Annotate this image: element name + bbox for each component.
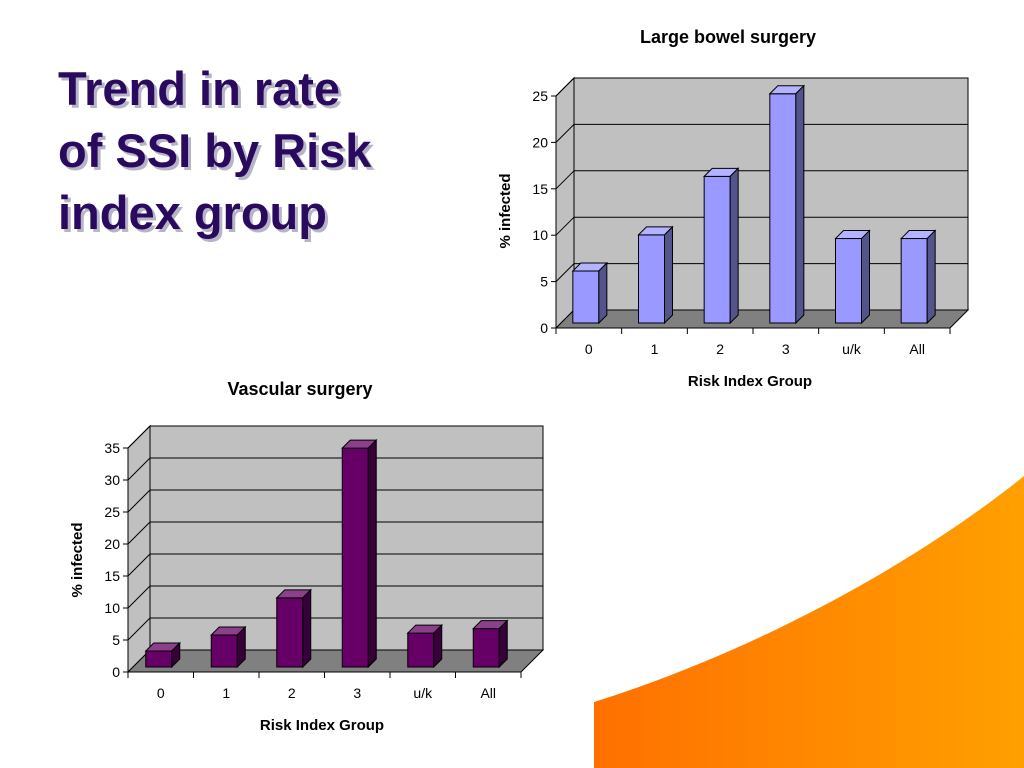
large-bowel-y-tick-label: 5 bbox=[540, 274, 548, 290]
vascular-y-tick-label: 25 bbox=[104, 504, 120, 520]
large-bowel-bar-front bbox=[572, 270, 600, 324]
large-bowel-bar-front bbox=[703, 175, 731, 324]
large-bowel-gridline-side bbox=[555, 77, 575, 97]
vascular-y-tick-label: 30 bbox=[104, 472, 120, 488]
vascular-title: Vascular surgery bbox=[227, 379, 372, 399]
vascular-x-tick-label: 1 bbox=[222, 685, 230, 701]
vascular-y-tick-label: 15 bbox=[104, 568, 120, 584]
large-bowel-gridline-side bbox=[555, 170, 575, 190]
large-bowel-bar bbox=[702, 167, 740, 325]
vascular-gridline-side bbox=[127, 553, 151, 577]
large-bowel-y-axis-label: % infected bbox=[497, 173, 514, 248]
vascular-gridline-side bbox=[127, 489, 151, 513]
large-bowel-gridline-side bbox=[555, 216, 575, 236]
large-bowel-title: Large bowel surgery bbox=[640, 27, 816, 47]
vascular-gridline-side bbox=[127, 617, 151, 641]
vascular-y-tick-label: 10 bbox=[104, 600, 120, 616]
large-bowel-y-tick-label: 15 bbox=[532, 181, 548, 197]
vascular-y-tick-label: 0 bbox=[112, 664, 120, 680]
slide-title-line-3: index group bbox=[58, 186, 327, 239]
slide-title: Trend in rate of SSI by Risk index group bbox=[58, 58, 458, 244]
large-bowel-bar-side bbox=[598, 261, 608, 325]
vascular-y-tick-label: 20 bbox=[104, 536, 120, 552]
large-bowel-x-tick-label: 2 bbox=[716, 341, 724, 357]
large-bowel-gridline-side bbox=[555, 263, 575, 282]
vascular-bar-side bbox=[433, 623, 443, 669]
large-bowel-y-tick-label: 20 bbox=[532, 134, 548, 150]
vascular-y-tick-label: 5 bbox=[112, 632, 120, 648]
vascular-bar bbox=[406, 623, 443, 669]
vascular-bar-side bbox=[498, 619, 508, 669]
vascular-gridline-side bbox=[127, 521, 151, 545]
vascular-bar bbox=[472, 619, 509, 669]
vascular-bar-front bbox=[145, 650, 173, 668]
vascular-bar-front bbox=[276, 597, 304, 668]
vascular-bar-front bbox=[407, 632, 435, 668]
large-bowel-bar-front bbox=[769, 93, 797, 324]
slide-title-line-1: Trend in rate bbox=[58, 62, 341, 115]
large-bowel-bar-side bbox=[926, 229, 936, 325]
vascular-x-tick-label: All bbox=[480, 685, 496, 701]
vascular-x-tick-label: 3 bbox=[353, 685, 361, 701]
large-bowel-x-tick-label: All bbox=[909, 341, 925, 357]
vascular-bar bbox=[144, 641, 181, 669]
vascular-bar-side bbox=[236, 625, 246, 669]
large-bowel-bar bbox=[899, 229, 937, 325]
vascular-bar bbox=[275, 588, 312, 669]
vascular-side-wall bbox=[127, 424, 151, 674]
vascular-gridline-side bbox=[127, 457, 151, 481]
vascular-y-axis-label: % infected bbox=[69, 522, 86, 597]
vascular-bar-front bbox=[210, 634, 238, 668]
vascular-bar-side bbox=[302, 588, 312, 669]
large-bowel-bar-side bbox=[795, 84, 805, 325]
large-bowel-x-tick-label: 0 bbox=[585, 341, 593, 357]
vascular-x-tick-label: u/k bbox=[413, 685, 433, 701]
large-bowel-bar bbox=[834, 229, 871, 325]
large-bowel-y-tick-label: 10 bbox=[532, 227, 548, 243]
slide-title-line-2: of SSI by Risk bbox=[58, 124, 372, 177]
vascular-gridline-side bbox=[127, 425, 151, 449]
large-bowel-x-tick-label: u/k bbox=[842, 341, 862, 357]
vascular-bar-front bbox=[341, 447, 369, 668]
vascular-x-tick-label: 2 bbox=[288, 685, 296, 701]
vascular-bar-side bbox=[171, 641, 181, 669]
large-bowel-bar bbox=[768, 84, 806, 325]
large-bowel-x-tick-label: 1 bbox=[651, 341, 659, 357]
vascular-bar bbox=[210, 625, 247, 669]
large-bowel-x-tick-label: 3 bbox=[782, 341, 790, 357]
vascular-bar-front bbox=[472, 628, 500, 668]
large-bowel-bar-front bbox=[638, 234, 665, 324]
large-bowel-bar-side bbox=[861, 229, 870, 325]
vascular-x-axis-label: Risk Index Group bbox=[260, 717, 384, 734]
large-bowel-x-axis-label: Risk Index Group bbox=[688, 373, 812, 390]
vascular-x-tick-label: 0 bbox=[157, 685, 165, 701]
large-bowel-y-tick-label: 0 bbox=[540, 320, 548, 336]
large-bowel-bar bbox=[571, 261, 609, 325]
large-bowel-bar bbox=[637, 225, 674, 325]
vascular-bar-side bbox=[367, 438, 377, 669]
large-bowel-gridline-side bbox=[555, 124, 575, 143]
large-bowel-y-tick-label: 25 bbox=[532, 88, 548, 104]
large-bowel-bar-front bbox=[900, 238, 928, 324]
large-bowel-bar-side bbox=[729, 167, 739, 325]
vascular-bar bbox=[341, 438, 378, 669]
vascular-gridline-side bbox=[127, 585, 151, 609]
large-bowel-bar-side bbox=[664, 225, 673, 325]
vascular-y-tick-label: 35 bbox=[104, 440, 120, 456]
